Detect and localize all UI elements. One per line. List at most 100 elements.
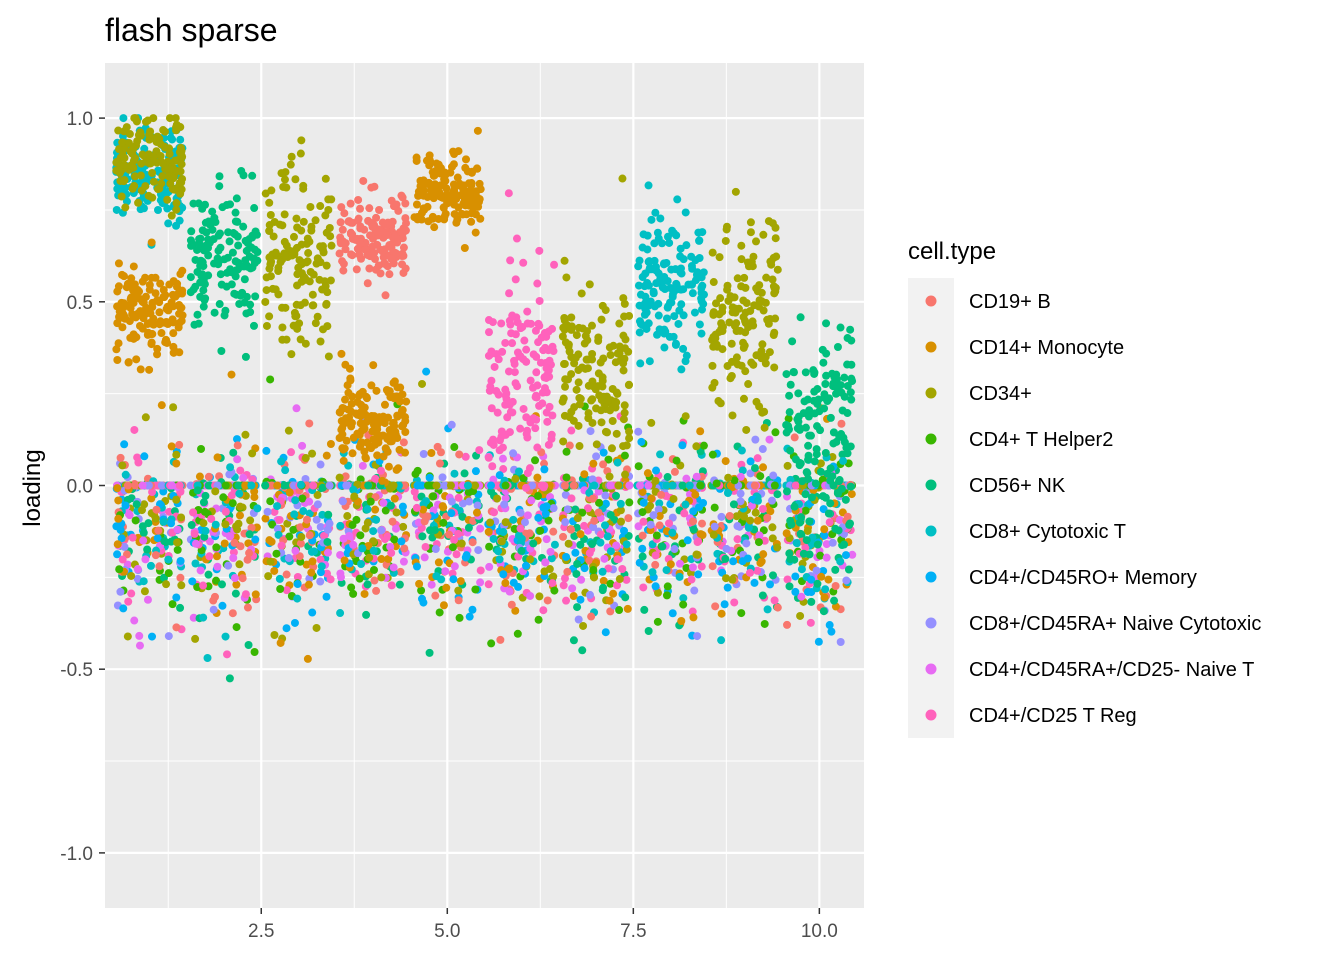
data-point [590,516,599,525]
data-point [588,395,597,404]
data-point [231,257,240,266]
data-point [384,554,393,563]
data-point [692,442,701,451]
data-point [120,440,129,449]
data-point [838,406,847,415]
legend-label: CD4+/CD45RO+ Memory [969,567,1197,589]
data-point [841,551,850,560]
data-point [450,535,459,544]
data-point [173,538,182,547]
data-point [750,481,759,490]
data-point [370,576,379,585]
data-point [678,441,687,450]
data-point [388,419,397,428]
data-point [690,308,699,317]
data-point [349,589,358,598]
data-point [338,225,347,234]
data-point [465,497,474,506]
data-point [378,218,387,227]
data-point [213,562,222,571]
data-point [155,298,164,307]
data-point [392,508,401,517]
data-point [114,514,123,523]
data-point [439,601,448,610]
data-point [680,509,689,518]
data-point [623,604,632,613]
data-point [606,547,615,556]
data-point [355,574,364,583]
data-point [177,146,186,155]
data-point [175,440,184,449]
data-point [758,340,767,349]
data-point [795,458,804,467]
data-point [278,323,287,332]
data-point [309,270,318,279]
data-point [324,352,333,361]
data-point [782,370,791,379]
data-point [679,344,688,353]
data-point [547,554,556,563]
data-point [563,505,572,514]
data-point [376,227,385,236]
data-point [663,314,672,323]
data-point [241,256,250,265]
data-point [134,198,143,207]
data-point [357,560,366,569]
data-point [208,225,217,234]
data-point [164,632,173,641]
data-point [783,575,792,584]
data-point [287,350,296,359]
data-point [284,554,293,563]
data-point [308,449,317,458]
data-point [634,462,643,471]
data-point [323,537,332,546]
data-point [773,543,782,552]
data-point [846,482,855,491]
data-point [401,448,410,457]
data-point [172,623,181,632]
data-point [732,512,741,521]
data-point [267,537,276,546]
data-point [769,471,778,480]
data-point [484,328,493,337]
data-point [750,578,759,587]
data-point [119,114,128,123]
data-point [620,526,629,535]
data-point [228,499,237,508]
data-point [638,531,647,540]
data-point [232,435,241,444]
data-point [571,505,580,514]
data-point [468,538,477,547]
data-point [120,153,129,162]
data-point [280,175,289,184]
data-point [728,575,737,584]
data-point [438,502,447,511]
data-point [144,328,153,337]
data-point [728,293,737,302]
data-point [736,489,745,498]
data-point [442,583,451,592]
data-point [615,606,624,615]
data-point [363,279,372,288]
data-point [754,538,763,547]
data-point [453,173,462,182]
data-point [144,150,153,159]
data-point [134,458,143,467]
data-point [455,613,464,622]
data-point [585,590,594,599]
data-point [496,635,505,644]
data-point [570,531,579,540]
data-point [729,557,738,566]
data-point [156,140,165,149]
data-point [660,259,669,268]
data-point [175,302,184,311]
data-point [810,457,819,466]
data-point [683,536,692,545]
data-point [270,566,279,575]
data-point [615,575,624,584]
data-point [601,628,610,637]
data-point [567,353,576,362]
data-point [199,302,208,311]
data-point [540,465,549,474]
data-point [820,393,829,402]
